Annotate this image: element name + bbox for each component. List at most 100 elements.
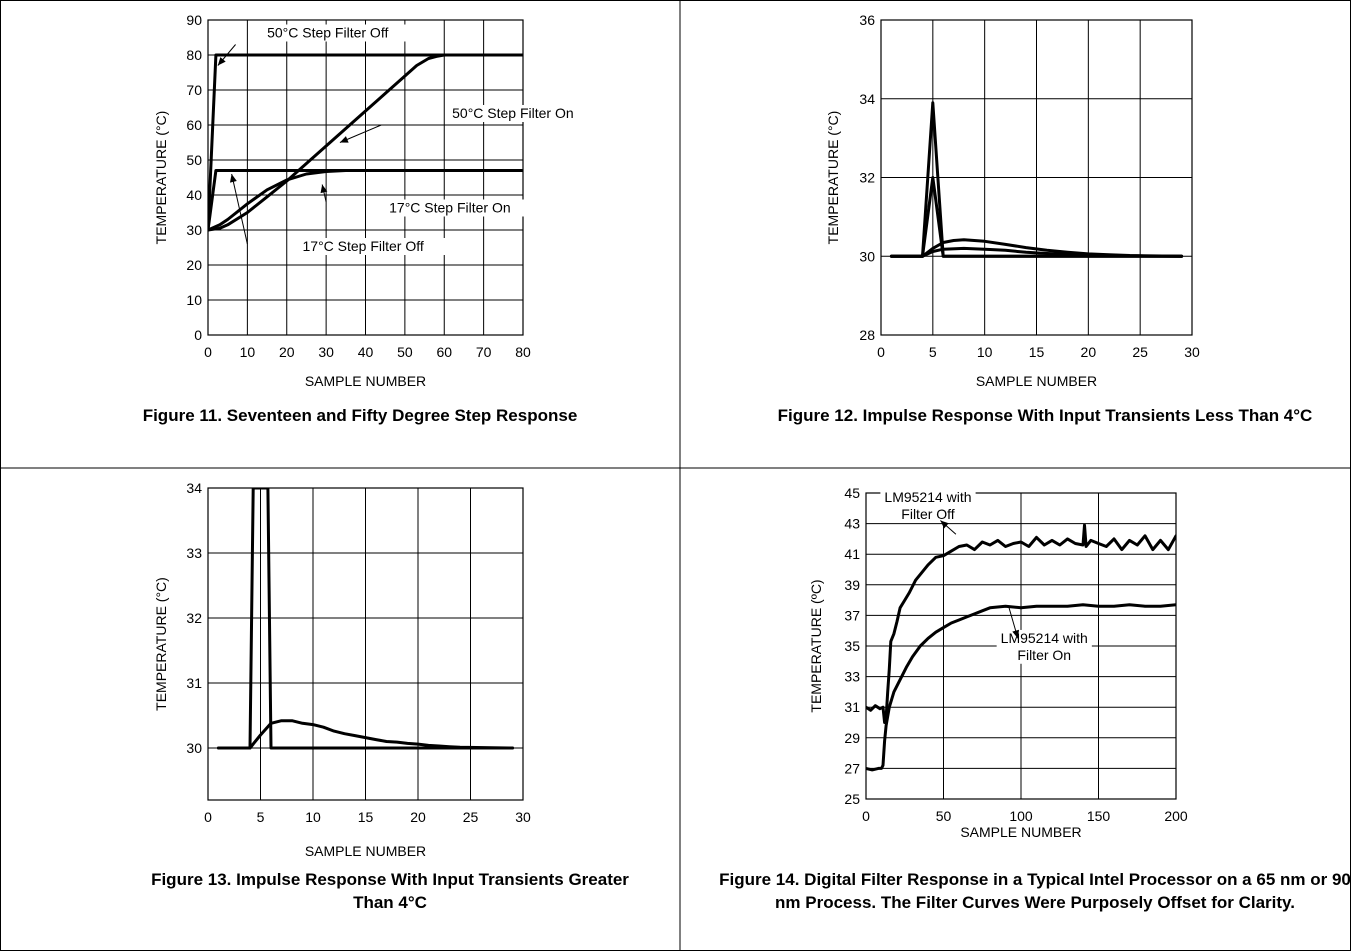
y-tick-label: 31 [186, 675, 202, 691]
x-tick-label: 10 [305, 809, 321, 825]
annotation-label: LM95214 with [884, 489, 971, 505]
y-tick-label: 25 [844, 791, 860, 807]
annotation-label: Filter Off [901, 506, 955, 522]
x-tick-label: 20 [279, 344, 295, 360]
y-tick-label: 29 [844, 730, 860, 746]
series-line-1 [208, 53, 523, 232]
series-line-4 [208, 169, 523, 232]
series-line-4 [889, 246, 1184, 258]
figure-13-chart: 0 5 10 15 20 25 30 30 31 32 33 34 SAMPLE NUMBER TEMPE… [153, 480, 531, 859]
y-tick-label: 28 [859, 327, 875, 343]
x-tick-label: 25 [1132, 344, 1148, 360]
x-tick-label: 150 [1087, 808, 1111, 824]
y-tick-label: 20 [186, 257, 202, 273]
y-tick-label: 60 [186, 117, 202, 133]
y-axis-label: TEMPERATURE (ºC) [808, 579, 824, 712]
y-tick-label: 35 [844, 638, 860, 654]
x-tick-label: 15 [358, 809, 374, 825]
y-tick-label: 31 [844, 699, 860, 715]
arrowhead-icon [229, 174, 237, 183]
annotation-backing [300, 238, 457, 255]
annotation-backing [996, 629, 1092, 647]
annotation-label: LM95214 with [1001, 630, 1088, 646]
annotation-leader-line [231, 173, 248, 245]
y-tick-label: 32 [186, 610, 202, 626]
x-tick-label: 0 [204, 809, 212, 825]
x-tick-label: 70 [476, 344, 492, 360]
annotation-backing [387, 199, 536, 217]
x-tick-label: 15 [1029, 344, 1045, 360]
annotation-backing [888, 506, 968, 524]
y-tick-label: 43 [844, 516, 860, 532]
x-tick-label: 25 [463, 809, 479, 825]
y-tick-label: 40 [186, 187, 202, 203]
y-tick-label: 34 [186, 480, 202, 496]
x-tick-label: 10 [977, 344, 993, 360]
annotation-label: 50°C Step Filter Off [267, 25, 388, 41]
y-tick-label: 32 [859, 170, 875, 186]
y-tick-label: 70 [186, 82, 202, 98]
figure-13-caption: Figure 13. Impulse Response With Input T… [151, 870, 629, 912]
y-tick-label: 45 [844, 485, 860, 501]
y-tick-label: 50 [186, 152, 202, 168]
y-tick-label: 34 [859, 91, 875, 107]
x-tick-label: 30 [515, 809, 531, 825]
x-tick-label: 0 [877, 344, 885, 360]
y-tick-label: 30 [859, 248, 875, 264]
series-line-2 [208, 53, 523, 232]
figure-11-chart: 0 10 20 30 40 50 60 70 80 0 10 20 30 40 50 60 70 80 90 SAMP… [153, 12, 599, 389]
x-tick-label: 50 [936, 808, 952, 824]
y-axis-label: TEMPERATURE (°C) [153, 577, 169, 711]
figure-12-chart: 0 5 10 15 20 25 30 28 30 32 34 36 SAMPLE NUMBER TEMPE… [825, 12, 1200, 389]
x-tick-label: 50 [397, 344, 413, 360]
annotation-label: 50°C Step Filter On [452, 105, 574, 121]
x-axis-label: SAMPLE NUMBER [305, 843, 426, 859]
y-tick-label: 80 [186, 47, 202, 63]
x-tick-label: 20 [410, 809, 426, 825]
x-tick-label: 60 [436, 344, 452, 360]
x-axis-label: SAMPLE NUMBER [976, 373, 1097, 389]
y-tick-label: 41 [844, 546, 860, 562]
series-line-2 [217, 719, 514, 750]
arrowhead-icon [1012, 629, 1020, 639]
annotation-backing [880, 489, 976, 507]
y-tick-label: 27 [844, 760, 860, 776]
plot-frame [865, 492, 1177, 800]
x-axis-label: SAMPLE NUMBER [305, 373, 426, 389]
y-tick-label: 10 [186, 292, 202, 308]
arrowhead-icon [339, 136, 349, 143]
x-tick-label: 30 [318, 344, 334, 360]
y-tick-label: 36 [859, 12, 875, 28]
annotation-label: 17°C Step Filter On [389, 200, 511, 216]
plot-frame [880, 19, 1193, 336]
series-line-2 [866, 603, 1176, 772]
annotation-backing [1008, 646, 1081, 664]
series-line-1 [866, 523, 1176, 724]
x-tick-label: 100 [1009, 808, 1033, 824]
arrowhead-icon [940, 520, 949, 529]
y-tick-label: 90 [186, 12, 202, 28]
figure-12-caption: Figure 12. Impulse Response With Input T… [777, 406, 1313, 425]
x-tick-label: 5 [929, 344, 937, 360]
x-tick-label: 40 [358, 344, 374, 360]
y-tick-label: 39 [844, 577, 860, 593]
x-tick-label: 200 [1164, 808, 1188, 824]
annotation-backing [450, 105, 599, 122]
y-tick-label: 33 [186, 545, 202, 561]
y-tick-label: 0 [194, 327, 202, 343]
y-axis-label: TEMPERATURE (°C) [153, 111, 169, 245]
annotation-backing [265, 24, 422, 42]
x-axis-label: SAMPLE NUMBER [960, 824, 1081, 840]
x-tick-label: 0 [862, 808, 870, 824]
y-tick-label: 37 [844, 607, 860, 623]
figure-14-caption: Figure 14. Digital Filter Response in a … [719, 870, 1351, 912]
x-tick-label: 30 [1184, 344, 1200, 360]
x-tick-label: 10 [240, 344, 256, 360]
y-axis-label: TEMPERATURE (°C) [825, 111, 841, 245]
plot-frame [207, 19, 524, 336]
x-tick-label: 80 [515, 344, 531, 360]
arrowhead-icon [320, 184, 328, 194]
plot-frame [207, 487, 524, 801]
annotation-label: Filter On [1017, 647, 1071, 663]
